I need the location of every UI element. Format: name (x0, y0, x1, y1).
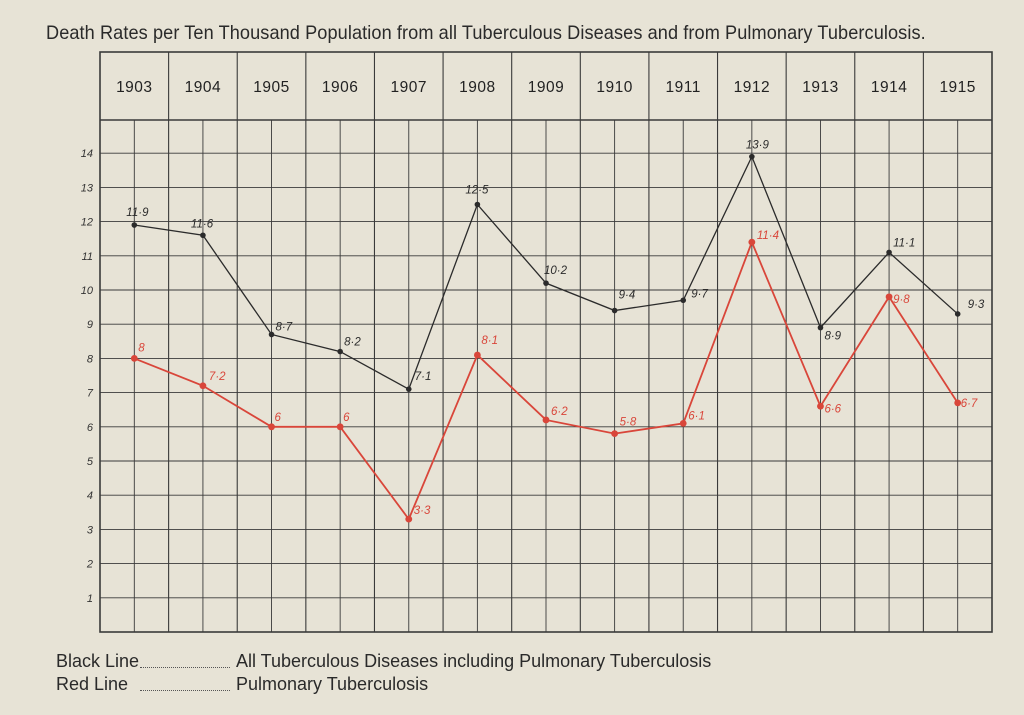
data-label-red: 5·8 (620, 417, 637, 429)
y-tick-label: 1 (87, 593, 93, 605)
data-label-red: 8·1 (481, 335, 498, 347)
data-label-black: 7·1 (415, 371, 432, 383)
data-labels: 11·9 11·6 8·7 8·2 7·1 12·5 10·2 9·4 9·7 13·9 8·9 11… (126, 140, 985, 518)
year-label: 1904 (185, 79, 221, 96)
leader-dots (140, 689, 230, 691)
data-point-black (817, 324, 824, 331)
data-label-red: 6·6 (824, 403, 841, 415)
data-label-red: 7·2 (209, 371, 226, 383)
data-point-black (200, 232, 206, 239)
data-label-black: 11·9 (126, 207, 149, 219)
chart-grid (99, 51, 993, 633)
data-point-red (954, 399, 962, 407)
data-label-red: 11·4 (757, 230, 779, 242)
year-header-row: 1903 1904 1905 1906 1907 1908 1909 1910 1911 1912… (116, 79, 975, 96)
data-point-black (268, 331, 275, 338)
y-tick-label: 2 (86, 559, 93, 571)
y-tick-label: 6 (87, 422, 94, 434)
data-label-black: 9·3 (968, 299, 985, 311)
legend-text-red: Pulmonary Tuberculosis (236, 674, 429, 694)
data-point-red (268, 423, 275, 431)
data-point-black (405, 386, 412, 392)
data-label-black: 11·6 (191, 218, 214, 230)
year-label: 1910 (596, 79, 632, 96)
data-label-red: 6·2 (551, 406, 568, 418)
y-tick-label: 5 (87, 456, 94, 468)
data-point-red (405, 515, 413, 523)
year-label: 1909 (528, 79, 564, 96)
year-label: 1912 (734, 79, 770, 96)
y-tick-label: 11 (82, 251, 93, 263)
data-point-black (886, 249, 892, 256)
year-label: 1907 (391, 79, 427, 96)
data-label-black: 12·5 (465, 185, 489, 197)
data-point-black (474, 201, 481, 208)
legend-text-black: All Tuberculous Diseases including Pulmo… (236, 651, 712, 671)
data-label-red: 8 (138, 342, 145, 354)
data-point-red (748, 238, 756, 246)
year-label: 1905 (253, 79, 289, 96)
data-point-red (130, 355, 138, 362)
year-label: 1903 (116, 79, 152, 96)
y-tick-label: 14 (81, 148, 93, 160)
data-point-black (611, 307, 618, 314)
data-point-black (749, 153, 755, 160)
data-label-black: 13·9 (746, 140, 770, 152)
y-tick-label: 13 (81, 182, 94, 194)
data-label-black: 11·1 (893, 237, 915, 249)
data-label-black: 8·9 (824, 331, 841, 343)
legend-key-black: Black Line (56, 651, 140, 671)
data-point-black (954, 311, 961, 317)
year-label: 1915 (939, 79, 975, 96)
series-points (130, 153, 962, 523)
data-point-red (679, 419, 687, 427)
data-point-red (885, 293, 893, 301)
legend-key-red: Red Line (56, 674, 129, 694)
y-tick-label: 8 (87, 353, 94, 365)
year-label: 1911 (666, 79, 701, 96)
data-label-red: 6 (275, 412, 282, 424)
data-point-black (337, 348, 343, 355)
y-tick-label: 3 (87, 524, 94, 536)
data-point-black (543, 280, 549, 286)
data-label-red: 6·7 (961, 398, 978, 410)
data-point-red (473, 351, 481, 359)
data-label-red: 6·1 (688, 410, 705, 422)
data-point-black (680, 297, 687, 304)
year-label: 1913 (802, 79, 838, 96)
y-tick-label: 4 (87, 490, 93, 502)
year-label: 1906 (322, 79, 358, 96)
data-label-black: 9·7 (691, 288, 708, 300)
y-tick-label: 9 (87, 319, 93, 331)
chart-title: Death Rates per Ten Thousand Population … (46, 22, 926, 44)
data-point-red (199, 382, 207, 390)
data-label-red: 9·8 (893, 294, 910, 306)
data-label-black: 8·7 (276, 321, 293, 333)
leader-dots (140, 666, 230, 668)
data-point-red (611, 430, 619, 438)
data-label-black: 10·2 (544, 265, 568, 277)
data-point-black (131, 222, 138, 228)
data-label-red: 3·3 (414, 505, 431, 517)
y-tick-label: 10 (81, 285, 94, 297)
y-tick-label: 12 (81, 217, 93, 229)
y-tick-label: 7 (87, 388, 94, 400)
data-point-red (336, 423, 344, 431)
data-point-red (542, 416, 550, 424)
year-label: 1908 (459, 79, 495, 96)
legend-black-line: Black Line All Tuberculous Diseases inclu… (56, 651, 711, 673)
data-label-black: 9·4 (619, 290, 636, 302)
data-point-red (817, 402, 824, 410)
data-label-red: 6 (343, 412, 350, 424)
data-label-black: 8·2 (344, 337, 361, 349)
legend-red-line: Red Line Pulmonary Tuberculosis (56, 674, 428, 696)
year-label: 1914 (871, 79, 907, 96)
